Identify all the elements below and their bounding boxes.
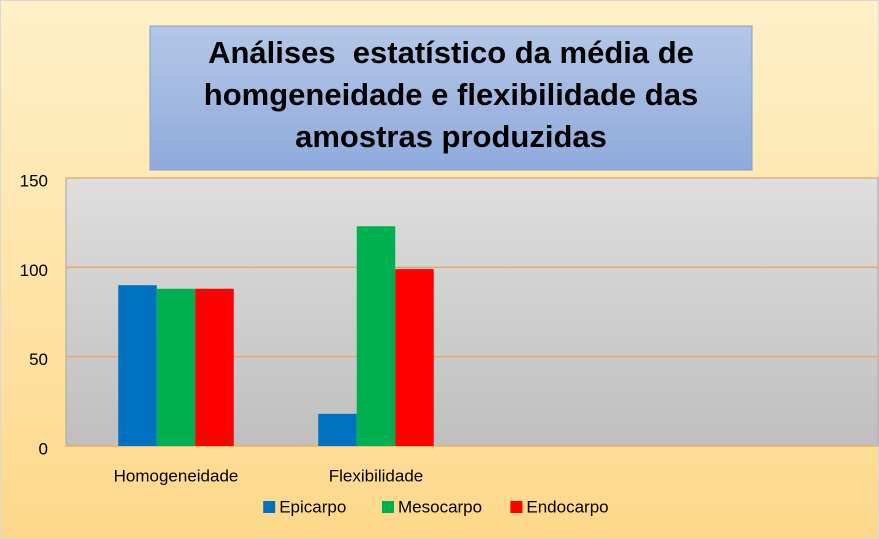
chart-title: Análises estatístico da média de: [208, 35, 694, 70]
legend-swatch: [263, 501, 276, 513]
legend-label: Epicarpo: [279, 497, 346, 516]
y-tick-label: 150: [20, 171, 48, 190]
x-tick-label: Homogeneidade: [114, 466, 239, 485]
chart-title: amostras produzidas: [295, 119, 607, 154]
legend-swatch: [382, 501, 394, 513]
legend-label: Mesocarpo: [398, 497, 482, 516]
bar: [395, 269, 434, 446]
bar: [356, 226, 396, 446]
y-tick-label: 100: [20, 261, 48, 280]
bar: [118, 285, 157, 446]
y-tick-label: 0: [39, 439, 48, 458]
bar: [195, 288, 234, 446]
title-box: [149, 25, 753, 171]
bar: [318, 413, 357, 446]
y-tick-label: 50: [29, 350, 48, 369]
chart-title: homgeneidade e flexibilidade das: [204, 77, 698, 112]
x-tick-label: Flexibilidade: [329, 466, 424, 485]
legend-swatch: [510, 501, 523, 513]
legend-label: Endocarpo: [526, 497, 608, 516]
bar: [156, 288, 196, 446]
